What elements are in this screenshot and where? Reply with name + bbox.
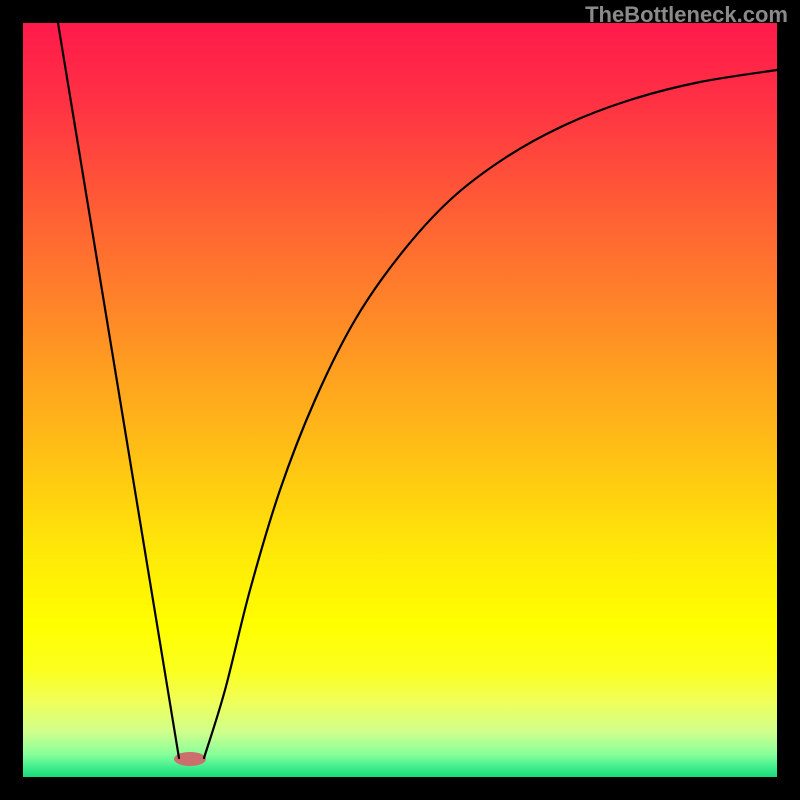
bottleneck-chart bbox=[0, 0, 800, 800]
chart-container: TheBottleneck.com bbox=[0, 0, 800, 800]
gradient-background bbox=[23, 23, 777, 777]
watermark-text: TheBottleneck.com bbox=[585, 2, 788, 28]
